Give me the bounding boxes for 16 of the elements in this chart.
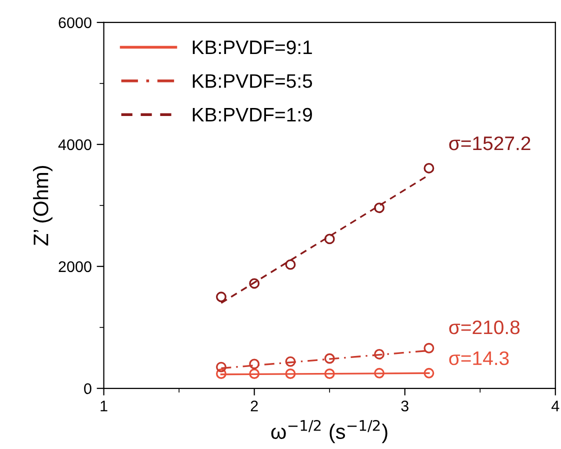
y-axis-title: Z’ (Ohm): [33, 166, 52, 246]
x-tick-label: 2: [250, 400, 258, 412]
legend-label: KB:PVDF=5:5: [192, 74, 312, 88]
y-tick-label: 2000: [58, 261, 92, 272]
y-tick-label: 0: [84, 383, 92, 394]
annotation: σ=1527.2: [449, 136, 530, 150]
annotation: σ=14.3: [449, 351, 509, 366]
y-tick-label: 6000: [58, 17, 92, 28]
legend-label: KB:PVDF=1:9: [192, 108, 312, 122]
legend-label: KB:PVDF=9:1: [192, 40, 312, 54]
y-tick-label: 4000: [58, 139, 92, 150]
x-axis-title: ω$^{−1/2}$ (s$^{−1/2}$): [271, 420, 388, 444]
annotation: σ=210.8: [449, 320, 520, 334]
x-tick-label: 1: [100, 400, 108, 412]
x-tick-label: 3: [401, 400, 408, 412]
x-tick-label: 4: [551, 400, 560, 412]
